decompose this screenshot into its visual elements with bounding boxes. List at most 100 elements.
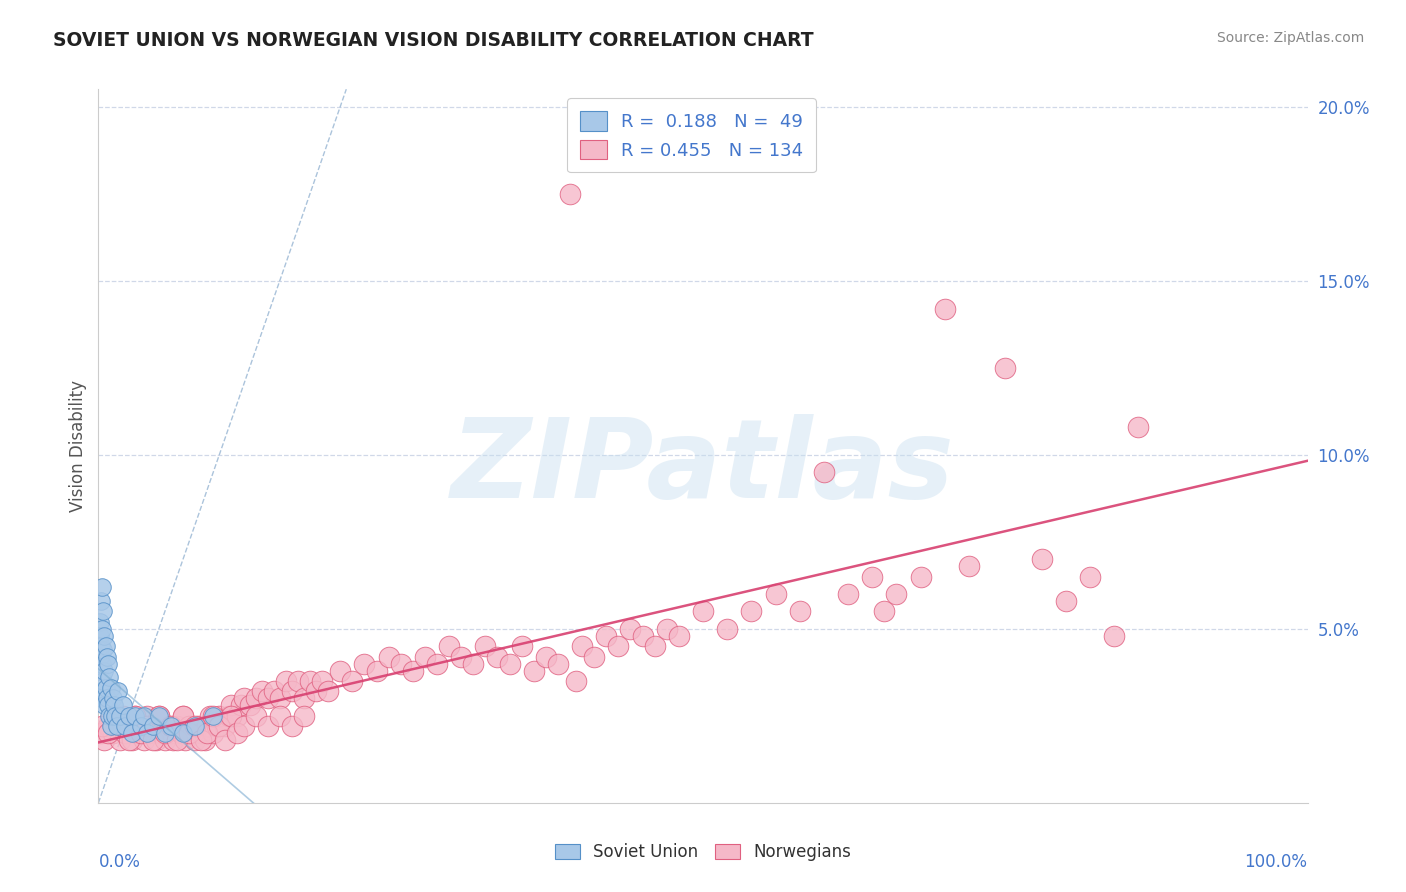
Point (426, 657, 449, 671)
Point (174, 733, 197, 747)
Point (93, 629, 115, 643)
Point (534, 649, 557, 664)
Point (547, 657, 569, 671)
Point (957, 559, 980, 574)
Point (329, 664, 352, 678)
Point (87, 664, 110, 678)
Point (463, 657, 485, 671)
Point (353, 657, 375, 671)
Point (510, 639, 533, 653)
Point (90, 726, 112, 740)
Point (837, 587, 859, 601)
Point (208, 708, 231, 723)
Point (111, 698, 134, 713)
Point (205, 719, 228, 733)
Point (91, 642, 114, 657)
Point (93, 733, 115, 747)
Point (239, 698, 262, 713)
Point (474, 639, 496, 653)
Point (316, 684, 339, 698)
Point (221, 708, 243, 723)
Point (148, 708, 170, 723)
Point (94, 681, 117, 695)
Point (124, 708, 146, 723)
Point (245, 708, 267, 723)
Point (108, 733, 131, 747)
Point (202, 708, 225, 723)
Point (994, 360, 1017, 375)
Point (134, 733, 156, 747)
Point (187, 719, 209, 733)
Point (114, 719, 136, 733)
Point (142, 719, 165, 733)
Point (305, 684, 328, 698)
Point (129, 719, 152, 733)
Point (1054, 594, 1077, 608)
Point (166, 719, 188, 733)
Point (91, 657, 114, 671)
Point (292, 708, 315, 723)
Point (1078, 569, 1101, 583)
Point (90, 691, 112, 706)
Point (172, 708, 194, 723)
Point (148, 708, 170, 723)
Point (111, 719, 134, 733)
Point (668, 629, 690, 643)
Point (619, 622, 641, 636)
Point (121, 726, 143, 740)
Point (138, 726, 160, 740)
Point (121, 733, 143, 747)
Point (91, 673, 114, 688)
Point (716, 622, 738, 636)
Point (98, 708, 121, 723)
Point (583, 649, 606, 664)
Point (153, 726, 176, 740)
Point (281, 684, 304, 698)
Point (281, 719, 304, 733)
Point (135, 719, 157, 733)
Point (142, 719, 165, 733)
Point (145, 733, 167, 747)
Point (96, 649, 118, 664)
Point (250, 684, 273, 698)
Point (1031, 552, 1053, 566)
Point (114, 726, 136, 740)
Point (127, 726, 149, 740)
Point (437, 639, 460, 653)
Point (789, 604, 811, 618)
Point (765, 587, 787, 601)
Point (98, 671, 121, 685)
Legend: R =  0.188   N =  49, R = 0.455   N = 134: R = 0.188 N = 49, R = 0.455 N = 134 (567, 98, 815, 172)
Point (162, 733, 184, 747)
Point (232, 719, 254, 733)
Point (153, 726, 176, 740)
Point (740, 604, 762, 618)
Point (142, 733, 165, 747)
Point (595, 629, 617, 643)
Point (860, 569, 883, 583)
Point (256, 719, 278, 733)
Point (181, 726, 204, 740)
Point (202, 726, 225, 740)
Point (160, 719, 183, 733)
Point (208, 719, 231, 733)
Point (118, 708, 141, 723)
Legend: Soviet Union, Norwegians: Soviet Union, Norwegians (548, 837, 858, 868)
Point (91, 604, 114, 618)
Point (184, 719, 207, 733)
Point (129, 726, 152, 740)
Point (94, 639, 117, 653)
Point (934, 301, 956, 316)
Point (292, 691, 315, 706)
Point (101, 726, 124, 740)
Point (184, 719, 207, 733)
Point (558, 186, 581, 201)
Point (172, 708, 194, 723)
Y-axis label: Vision Disability: Vision Disability (69, 380, 87, 512)
Point (148, 708, 170, 723)
Point (571, 639, 593, 653)
Point (160, 726, 183, 740)
Point (103, 698, 125, 713)
Point (91, 622, 114, 636)
Point (886, 587, 908, 601)
